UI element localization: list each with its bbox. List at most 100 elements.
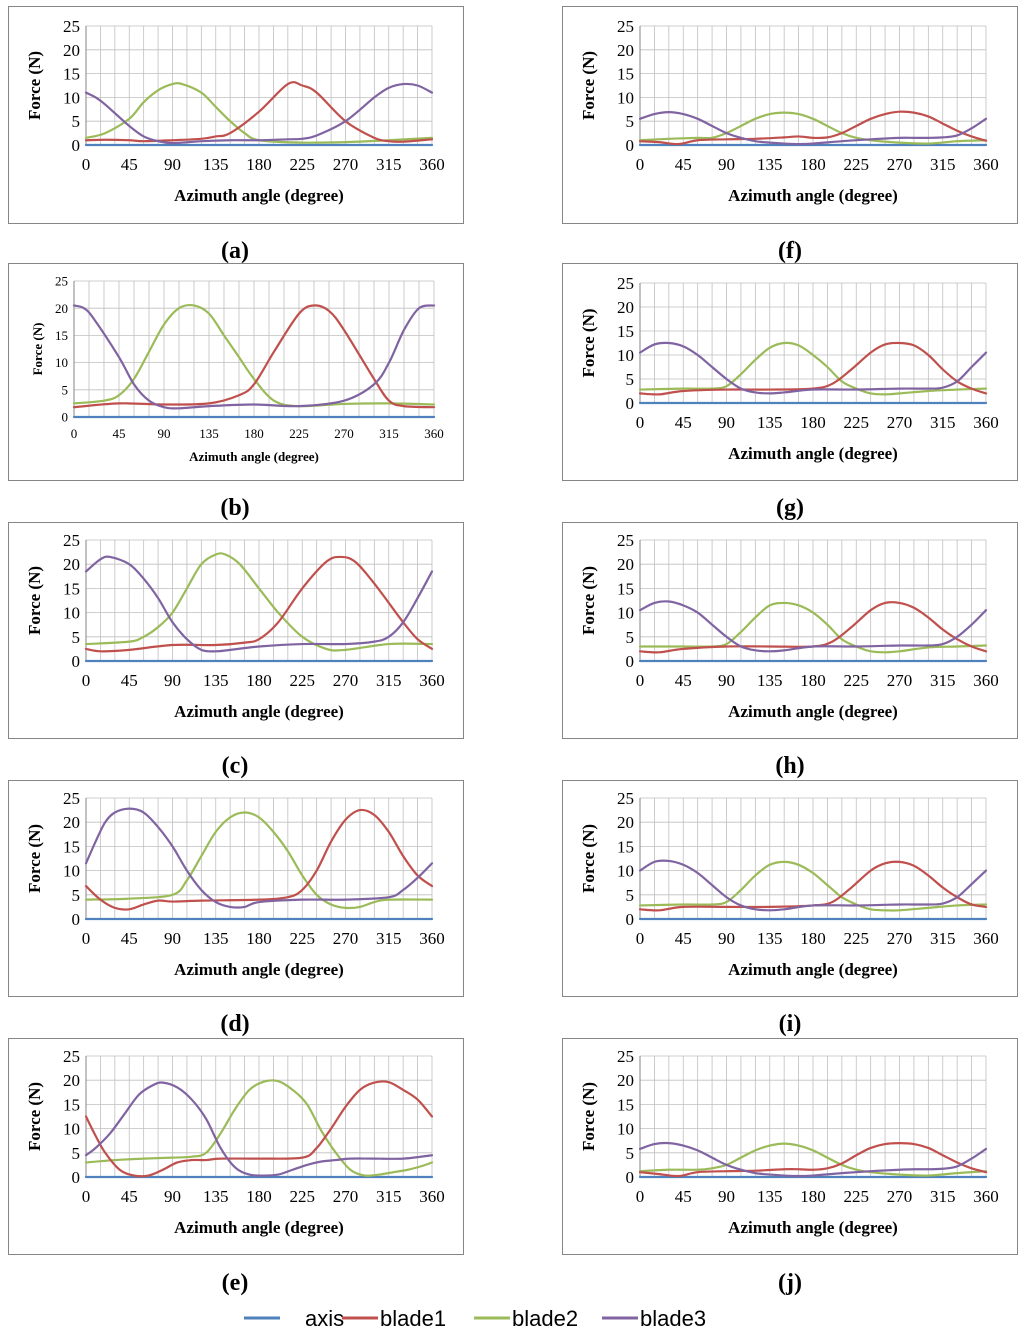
x-tick-label: 135 [757, 155, 783, 174]
chart-panel-j: 0 5 10 15 20 25 0 45 90 135 180 225 270 315 360 Azimuth… [562, 1038, 1018, 1296]
x-tick-label: 90 [164, 929, 181, 948]
y-tick-label: 0 [626, 910, 635, 929]
y-tick-label: 10 [617, 862, 634, 881]
x-tick-label: 315 [376, 155, 402, 174]
x-tick-label: 45 [675, 929, 692, 948]
x-tick-label: 90 [164, 1187, 181, 1206]
y-tick-label: 0 [62, 410, 69, 425]
y-tick-label: 10 [63, 1120, 80, 1139]
x-tick-label: 0 [636, 1187, 645, 1206]
x-tick-label: 180 [800, 1187, 826, 1206]
series-line-blade1 [84, 808, 434, 911]
x-axis-title: Azimuth angle (degree) [728, 702, 898, 721]
x-tick-label: 135 [199, 426, 219, 441]
y-axis-title: Force (N) [25, 566, 44, 635]
x-tick-label: 360 [973, 1187, 999, 1206]
chart-panel-b: 0 5 10 15 20 25 0 45 90 135 180 225 270 315 360 Azimuth… [8, 263, 464, 521]
chart-frame [562, 522, 1018, 739]
x-tick-label: 270 [333, 1187, 359, 1206]
grid [639, 539, 987, 662]
series-line-blade3 [84, 555, 434, 653]
series-line-blade3 [84, 1081, 434, 1177]
x-axis-title: Azimuth angle (degree) [728, 1218, 898, 1237]
panel-caption: (g) [776, 495, 804, 521]
x-tick-label: 315 [376, 671, 402, 690]
x-tick-label: 180 [800, 671, 826, 690]
x-tick-label: 0 [636, 929, 645, 948]
y-tick-label: 20 [63, 1071, 80, 1090]
panel-caption: (a) [221, 238, 249, 264]
x-axis-title: Azimuth angle (degree) [174, 186, 344, 205]
x-tick-label: 225 [290, 155, 316, 174]
chart-panel-g: 0 5 10 15 20 25 0 45 90 135 180 225 270 315 360 Azimuth… [562, 263, 1018, 521]
y-tick-label: 25 [63, 17, 80, 36]
y-tick-label: 20 [55, 301, 68, 316]
y-tick-label: 10 [617, 604, 634, 623]
chart-frame [8, 780, 464, 997]
y-tick-label: 25 [617, 17, 634, 36]
x-axis-title: Azimuth angle (degree) [174, 1218, 344, 1237]
x-tick-label: 0 [82, 155, 91, 174]
x-tick-label: 270 [887, 1187, 913, 1206]
x-tick-label: 360 [419, 671, 445, 690]
x-tick-label: 315 [930, 929, 956, 948]
x-tick-label: 180 [246, 929, 272, 948]
x-tick-label: 0 [636, 413, 645, 432]
chart-frame [8, 263, 464, 481]
x-tick-label: 225 [844, 671, 870, 690]
series-line-blade2 [638, 601, 988, 654]
x-tick-label: 90 [718, 413, 735, 432]
y-tick-label: 25 [617, 274, 634, 293]
y-tick-label: 25 [63, 789, 80, 808]
x-tick-label: 45 [121, 155, 138, 174]
series-line-blade2 [84, 552, 434, 652]
x-tick-label: 180 [246, 671, 272, 690]
x-tick-label: 180 [244, 426, 264, 441]
x-tick-label: 270 [887, 155, 913, 174]
x-tick-label: 45 [675, 1187, 692, 1206]
x-tick-label: 180 [246, 1187, 272, 1206]
y-tick-label: 5 [62, 382, 69, 397]
chart-frame [562, 263, 1018, 481]
y-tick-label: 20 [63, 41, 80, 60]
x-tick-label: 180 [246, 155, 272, 174]
series-line-blade2 [84, 1079, 434, 1177]
x-tick-label: 315 [379, 426, 399, 441]
chart-panel-e: 0 5 10 15 20 25 0 45 90 135 180 225 270 315 360 Azimuth… [8, 1038, 464, 1296]
chart-panel-a: 0 5 10 15 20 25 0 45 90 135 180 225 270 315 360 Azimuth… [8, 6, 464, 264]
chart-frame [8, 1038, 464, 1255]
x-tick-label: 225 [844, 1187, 870, 1206]
x-tick-label: 270 [333, 155, 359, 174]
panel-caption: (h) [775, 753, 804, 779]
x-tick-label: 360 [419, 1187, 445, 1206]
y-tick-label: 0 [626, 136, 635, 155]
y-tick-label: 20 [617, 1071, 634, 1090]
chart-panel-i: 0 5 10 15 20 25 0 45 90 135 180 225 270 315 360 Azimuth… [562, 780, 1018, 1037]
x-axis-title: Azimuth angle (degree) [174, 702, 344, 721]
y-tick-label: 15 [63, 65, 80, 84]
y-axis-title: Force (N) [579, 308, 598, 377]
x-tick-label: 360 [973, 929, 999, 948]
series-line-blade2 [84, 82, 434, 144]
y-axis-title: Force (N) [25, 824, 44, 893]
y-tick-label: 10 [617, 346, 634, 365]
chart-panel-c: 0 5 10 15 20 25 0 45 90 135 180 225 270 315 360 Azimuth… [8, 522, 464, 779]
series-line-blade3 [638, 1141, 988, 1178]
x-tick-label: 225 [844, 413, 870, 432]
x-tick-label: 90 [158, 426, 171, 441]
y-axis-title: Force (N) [579, 824, 598, 893]
y-tick-label: 0 [72, 652, 81, 671]
x-tick-label: 180 [800, 413, 826, 432]
y-tick-label: 25 [63, 1047, 80, 1066]
x-tick-label: 135 [757, 671, 783, 690]
x-tick-label: 90 [164, 155, 181, 174]
x-tick-label: 90 [718, 155, 735, 174]
y-tick-label: 5 [626, 1144, 635, 1163]
y-tick-label: 15 [63, 579, 80, 598]
x-tick-label: 360 [973, 671, 999, 690]
y-tick-label: 15 [617, 65, 634, 84]
x-tick-label: 360 [973, 155, 999, 174]
x-tick-label: 360 [419, 929, 445, 948]
x-tick-label: 360 [419, 155, 445, 174]
legend-label: blade2 [512, 1306, 578, 1331]
